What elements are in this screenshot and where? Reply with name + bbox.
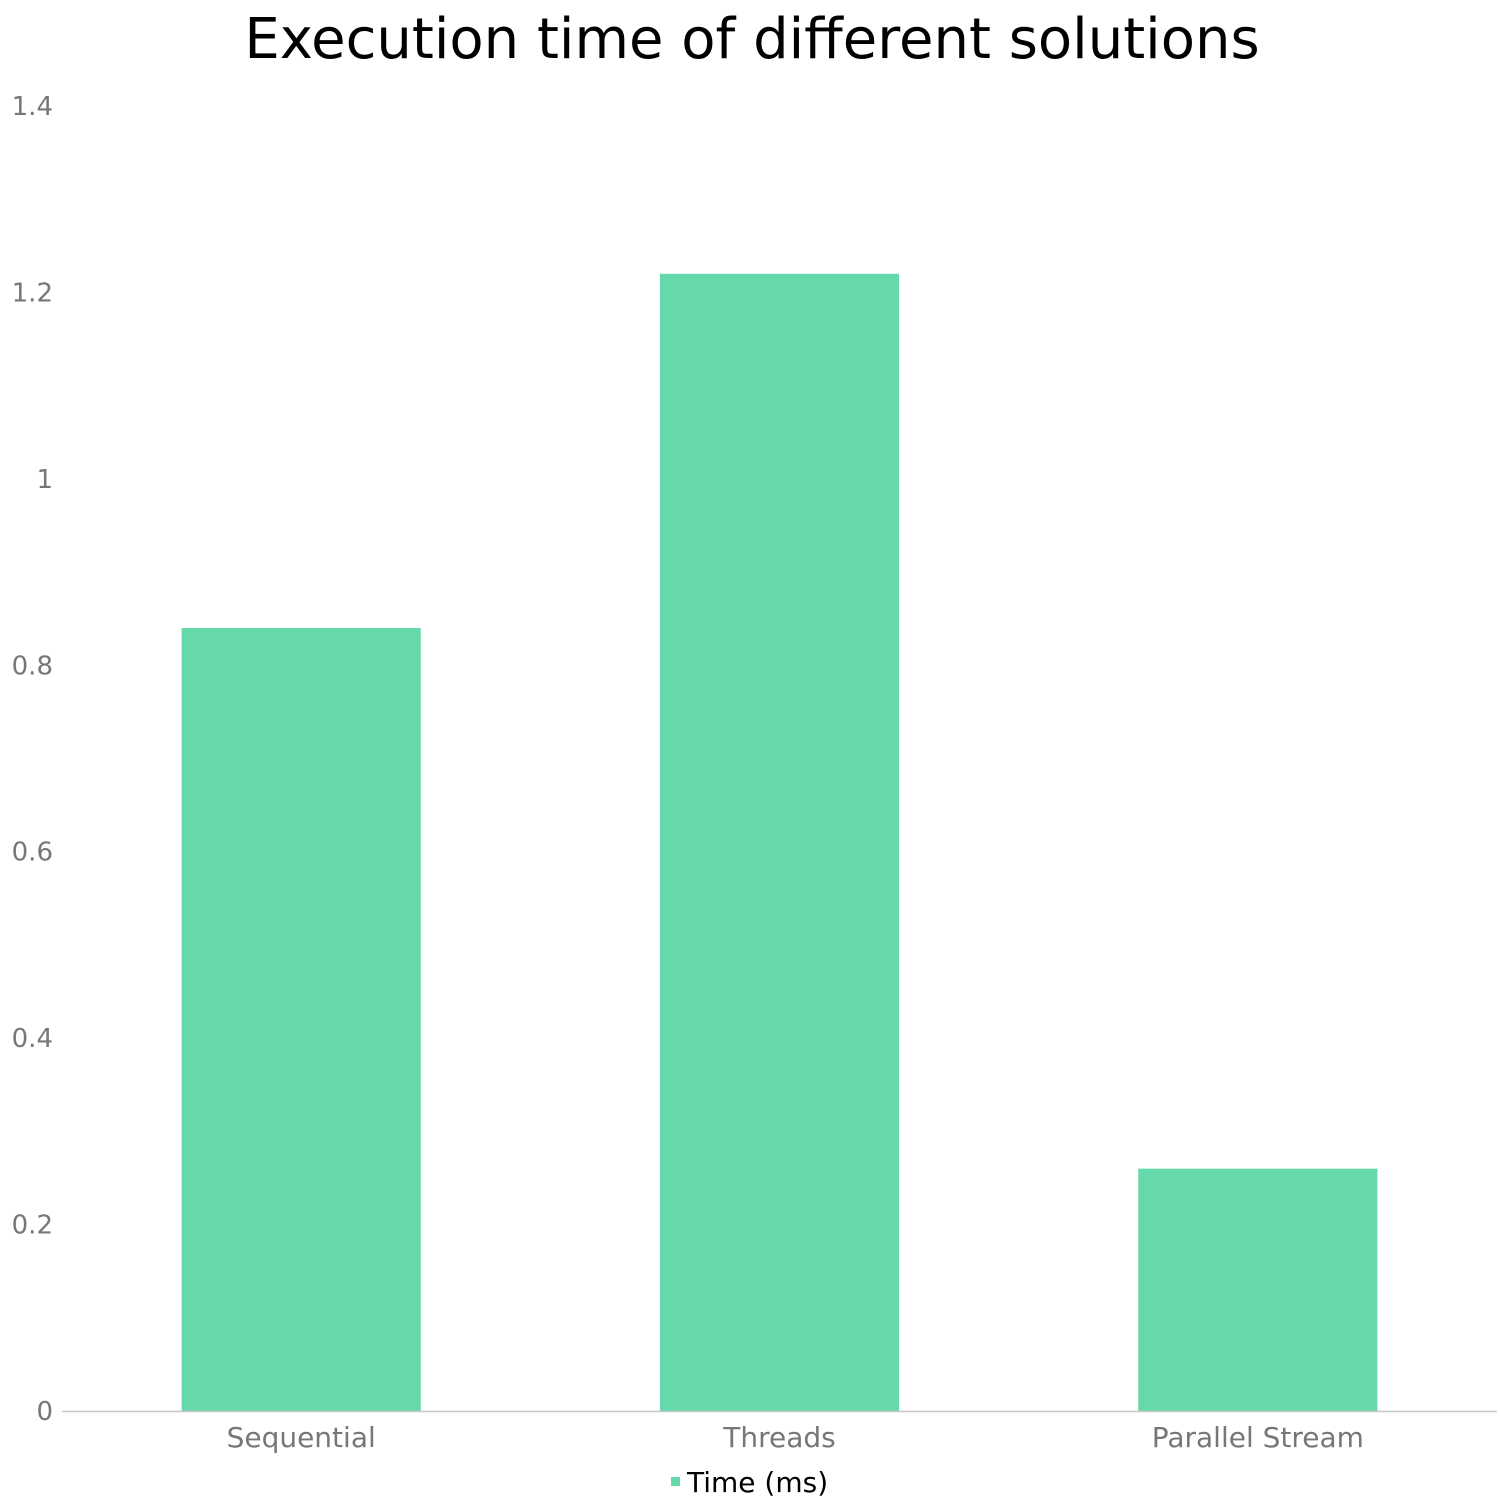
x-axis-labels: Sequential Threads Parallel Stream — [227, 1421, 1364, 1454]
x-tick-label: Threads — [722, 1421, 836, 1454]
bar-sequential — [181, 628, 421, 1411]
y-tick-label: 0.2 — [12, 1211, 53, 1241]
y-tick-label: 0.6 — [12, 838, 53, 868]
legend: Time (ms) — [671, 1466, 828, 1499]
y-tick-label: 1.4 — [12, 92, 53, 122]
legend-swatch — [671, 1477, 680, 1486]
y-tick-label: 0 — [36, 1397, 53, 1427]
y-tick-label: 0.4 — [12, 1024, 53, 1054]
y-tick-label: 0.8 — [12, 651, 53, 681]
y-tick-label: 1.2 — [12, 278, 53, 308]
bar-parallel-stream — [1138, 1168, 1378, 1411]
y-axis-labels: 0 0.2 0.4 0.6 0.8 1 1.2 1.4 — [12, 92, 53, 1427]
x-tick-label: Parallel Stream — [1152, 1421, 1364, 1454]
chart-title: Execution time of different solutions — [244, 7, 1259, 72]
x-tick-label: Sequential — [227, 1421, 376, 1454]
y-tick-label: 1 — [36, 465, 53, 495]
legend-label: Time (ms) — [686, 1466, 828, 1499]
bars-group — [181, 273, 1378, 1412]
bar-threads — [659, 273, 900, 1412]
